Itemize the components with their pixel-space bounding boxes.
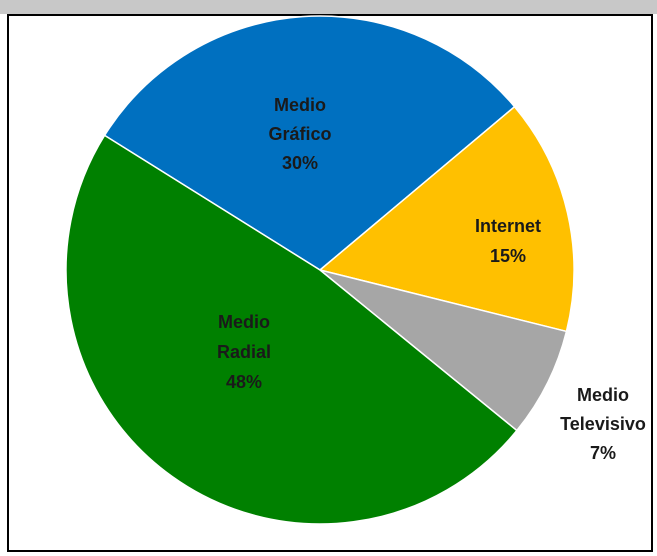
slice-medio-grafico bbox=[103, 15, 516, 271]
label-medio-televisivo-line1: Medio bbox=[577, 385, 629, 405]
label-medio-grafico: Medio Gráfico 30% bbox=[268, 95, 331, 173]
label-medio-televisivo-line2: Televisivo bbox=[560, 414, 646, 434]
label-medio-radial-line1: Medio bbox=[218, 312, 270, 332]
label-medio-radial-line2: Radial bbox=[217, 342, 271, 362]
top-band bbox=[0, 0, 657, 14]
label-internet-pct: 15% bbox=[490, 246, 526, 266]
label-medio-televisivo-pct: 7% bbox=[590, 443, 616, 463]
label-medio-grafico-line1: Medio bbox=[274, 95, 326, 115]
label-internet: Internet 15% bbox=[475, 216, 541, 266]
label-medio-televisivo: Medio Televisivo 7% bbox=[560, 385, 646, 463]
pie-slices bbox=[65, 15, 575, 525]
slice-internet bbox=[318, 105, 575, 333]
slice-medio-radial bbox=[65, 134, 518, 525]
label-medio-radial: Medio Radial 48% bbox=[217, 312, 271, 392]
slice-medio-televisivo bbox=[319, 269, 568, 432]
label-medio-radial-pct: 48% bbox=[226, 372, 262, 392]
label-medio-grafico-line2: Gráfico bbox=[268, 124, 331, 144]
label-internet-line1: Internet bbox=[475, 216, 541, 236]
label-medio-grafico-pct: 30% bbox=[282, 153, 318, 173]
